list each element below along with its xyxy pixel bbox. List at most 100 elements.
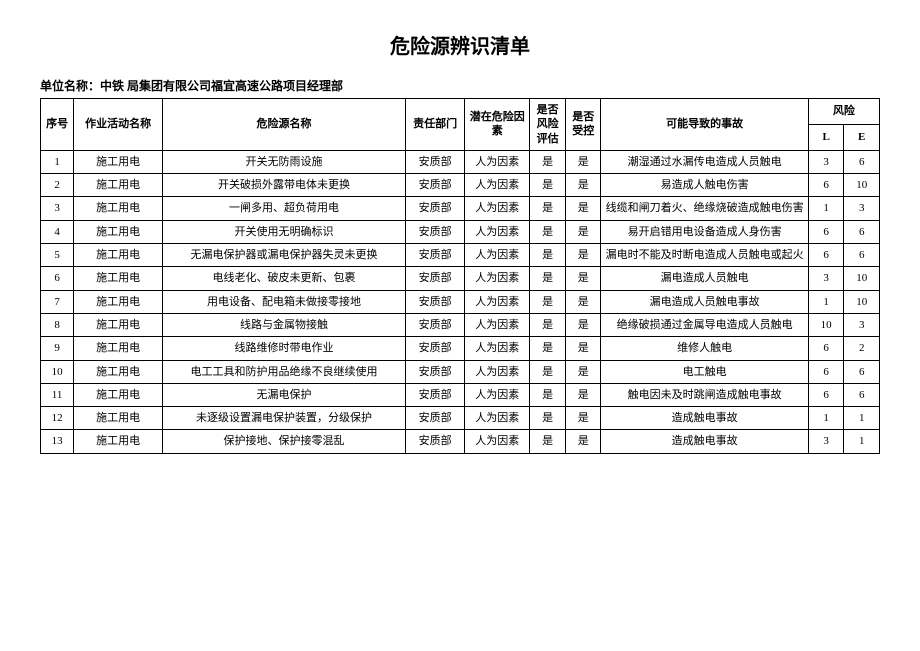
th-hazard: 危险源名称 xyxy=(163,99,406,151)
cell-eval: 是 xyxy=(530,197,566,220)
cell-hazard: 电线老化、破皮未更新、包裹 xyxy=(163,267,406,290)
cell-ctrl: 是 xyxy=(565,197,601,220)
cell-e: 3 xyxy=(844,197,880,220)
th-activity: 作业活动名称 xyxy=(74,99,163,151)
table-row: 10施工用电电工工具和防护用品绝缘不良继续使用安质部人为因素是是电工触电66 xyxy=(41,360,880,383)
cell-idx: 7 xyxy=(41,290,74,313)
cell-dept: 安质部 xyxy=(405,197,464,220)
cell-dept: 安质部 xyxy=(405,360,464,383)
cell-eval: 是 xyxy=(530,244,566,267)
table-row: 13施工用电保护接地、保护接零混乱安质部人为因素是是造成触电事故31 xyxy=(41,430,880,453)
cell-l: 1 xyxy=(808,407,844,430)
cell-idx: 1 xyxy=(41,150,74,173)
table-row: 7施工用电用电设备、配电箱未做接零接地安质部人为因素是是漏电造成人员触电事故11… xyxy=(41,290,880,313)
cell-l: 6 xyxy=(808,360,844,383)
th-idx: 序号 xyxy=(41,99,74,151)
cell-eval: 是 xyxy=(530,174,566,197)
cell-factor: 人为因素 xyxy=(465,360,530,383)
cell-l: 3 xyxy=(808,150,844,173)
cell-dept: 安质部 xyxy=(405,407,464,430)
cell-l: 6 xyxy=(808,383,844,406)
cell-l: 3 xyxy=(808,430,844,453)
table-body: 1施工用电开关无防雨设施安质部人为因素是是潮湿通过水漏传电造成人员触电362施工… xyxy=(41,150,880,453)
cell-hazard: 电工工具和防护用品绝缘不良继续使用 xyxy=(163,360,406,383)
cell-idx: 10 xyxy=(41,360,74,383)
cell-idx: 13 xyxy=(41,430,74,453)
cell-accident: 漏电造成人员触电 xyxy=(601,267,808,290)
cell-accident: 造成触电事故 xyxy=(601,430,808,453)
cell-dept: 安质部 xyxy=(405,220,464,243)
cell-factor: 人为因素 xyxy=(465,220,530,243)
cell-factor: 人为因素 xyxy=(465,267,530,290)
cell-dept: 安质部 xyxy=(405,430,464,453)
cell-ctrl: 是 xyxy=(565,290,601,313)
cell-l: 1 xyxy=(808,197,844,220)
cell-dept: 安质部 xyxy=(405,267,464,290)
cell-idx: 9 xyxy=(41,337,74,360)
table-row: 1施工用电开关无防雨设施安质部人为因素是是潮湿通过水漏传电造成人员触电36 xyxy=(41,150,880,173)
org-subtitle: 单位名称：中铁 局集团有限公司福宜高速公路项目经理部 xyxy=(40,77,880,94)
cell-ctrl: 是 xyxy=(565,337,601,360)
cell-dept: 安质部 xyxy=(405,313,464,336)
cell-accident: 绝缘破损通过金属导电造成人员触电 xyxy=(601,313,808,336)
cell-dept: 安质部 xyxy=(405,337,464,360)
th-ctrl: 是否受控 xyxy=(565,99,601,151)
cell-e: 6 xyxy=(844,360,880,383)
th-l: L xyxy=(808,124,844,150)
cell-l: 3 xyxy=(808,267,844,290)
cell-e: 6 xyxy=(844,220,880,243)
cell-activity: 施工用电 xyxy=(74,430,163,453)
cell-hazard: 开关使用无明确标识 xyxy=(163,220,406,243)
table-row: 4施工用电开关使用无明确标识安质部人为因素是是易开启错用电设备造成人身伤害66 xyxy=(41,220,880,243)
th-e: E xyxy=(844,124,880,150)
page-title: 危险源辨识清单 xyxy=(40,30,880,59)
cell-idx: 12 xyxy=(41,407,74,430)
cell-e: 10 xyxy=(844,267,880,290)
cell-factor: 人为因素 xyxy=(465,174,530,197)
cell-e: 10 xyxy=(844,290,880,313)
cell-hazard: 开关无防雨设施 xyxy=(163,150,406,173)
cell-ctrl: 是 xyxy=(565,174,601,197)
cell-l: 1 xyxy=(808,290,844,313)
table-row: 6施工用电电线老化、破皮未更新、包裹安质部人为因素是是漏电造成人员触电310 xyxy=(41,267,880,290)
cell-idx: 4 xyxy=(41,220,74,243)
cell-factor: 人为因素 xyxy=(465,407,530,430)
cell-activity: 施工用电 xyxy=(74,244,163,267)
table-row: 8施工用电线路与金属物接触安质部人为因素是是绝缘破损通过金属导电造成人员触电10… xyxy=(41,313,880,336)
cell-e: 6 xyxy=(844,150,880,173)
cell-idx: 11 xyxy=(41,383,74,406)
cell-eval: 是 xyxy=(530,267,566,290)
cell-accident: 线缆和闸刀着火、绝缘烧破造成触电伤害 xyxy=(601,197,808,220)
cell-accident: 潮湿通过水漏传电造成人员触电 xyxy=(601,150,808,173)
cell-dept: 安质部 xyxy=(405,383,464,406)
cell-idx: 2 xyxy=(41,174,74,197)
cell-activity: 施工用电 xyxy=(74,174,163,197)
cell-activity: 施工用电 xyxy=(74,150,163,173)
cell-dept: 安质部 xyxy=(405,290,464,313)
cell-hazard: 线路维修时带电作业 xyxy=(163,337,406,360)
cell-eval: 是 xyxy=(530,407,566,430)
cell-hazard: 无漏电保护 xyxy=(163,383,406,406)
cell-idx: 6 xyxy=(41,267,74,290)
cell-eval: 是 xyxy=(530,360,566,383)
cell-accident: 造成触电事故 xyxy=(601,407,808,430)
subtitle-prefix: 单位名称： xyxy=(40,79,100,93)
th-accident: 可能导致的事故 xyxy=(601,99,808,151)
cell-accident: 电工触电 xyxy=(601,360,808,383)
cell-factor: 人为因素 xyxy=(465,337,530,360)
cell-hazard: 无漏电保护器或漏电保护器失灵未更换 xyxy=(163,244,406,267)
cell-hazard: 一闸多用、超负荷用电 xyxy=(163,197,406,220)
table-header: 序号 作业活动名称 危险源名称 责任部门 潜在危险因素 是否风险评估 是否受控 … xyxy=(41,99,880,151)
table-row: 12施工用电未逐级设置漏电保护装置，分级保护安质部人为因素是是造成触电事故11 xyxy=(41,407,880,430)
cell-e: 1 xyxy=(844,430,880,453)
cell-hazard: 未逐级设置漏电保护装置，分级保护 xyxy=(163,407,406,430)
cell-e: 3 xyxy=(844,313,880,336)
cell-ctrl: 是 xyxy=(565,267,601,290)
cell-hazard: 保护接地、保护接零混乱 xyxy=(163,430,406,453)
cell-l: 6 xyxy=(808,244,844,267)
cell-accident: 维修人触电 xyxy=(601,337,808,360)
cell-factor: 人为因素 xyxy=(465,290,530,313)
th-risk: 风险 xyxy=(808,99,879,125)
cell-ctrl: 是 xyxy=(565,383,601,406)
cell-factor: 人为因素 xyxy=(465,150,530,173)
